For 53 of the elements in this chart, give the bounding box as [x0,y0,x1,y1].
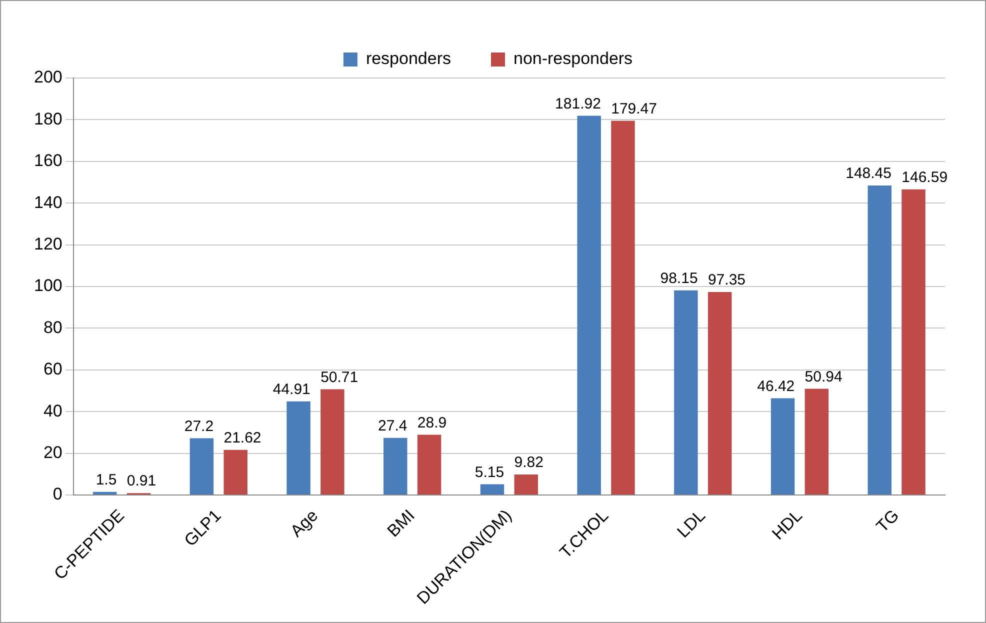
bar [902,189,926,494]
bar [804,388,829,494]
data-label: 0.91 [126,472,156,490]
legend-label: responders [366,49,451,68]
legend-label: non-responders [513,49,633,68]
bar [417,434,442,494]
bar [514,474,538,494]
data-label: 1.5 [96,472,117,489]
data-label: 9.82 [514,454,544,472]
bar [708,292,732,494]
data-label: 50.94 [804,368,842,386]
x-tick-label: TG [872,506,903,536]
data-label: 27.4 [378,418,408,435]
y-tick-label: 180 [34,109,62,128]
x-tick-label: Age [286,506,322,541]
data-label: 148.45 [846,165,892,182]
data-label: 97.35 [708,272,746,289]
data-label: 21.62 [224,430,262,447]
bar [577,116,601,494]
y-tick-label: 200 [34,68,62,87]
y-tick-label: 60 [43,360,62,379]
bar [674,290,698,494]
y-tick-label: 40 [43,401,62,420]
bar [320,389,344,494]
x-tick-label: LDL [674,506,710,542]
data-label: 146.59 [902,169,948,186]
data-label: 27.2 [184,418,214,435]
data-label: 179.47 [611,100,658,118]
y-tick-label: 120 [34,234,62,254]
y-tick-label: 100 [34,276,62,296]
data-label: 46.42 [757,378,795,395]
bar [224,450,248,494]
bar [92,492,117,494]
y-tick-label: 140 [34,192,62,212]
bar [611,120,635,494]
bar [190,438,214,494]
bar [480,484,504,494]
bar [868,185,892,494]
y-tick-label: 0 [52,484,62,504]
data-label: 44.91 [272,380,310,398]
data-label: 181.92 [555,95,601,112]
data-label: 5.15 [474,464,504,481]
bar [384,438,408,494]
data-label: 98.15 [660,270,698,287]
bar [286,401,310,494]
data-label: 50.71 [320,368,358,386]
x-tick-label: BMI [384,506,418,541]
y-tick-label: 80 [43,318,62,337]
y-tick-label: 160 [34,151,62,170]
x-tick-label: HDL [768,506,806,544]
data-label: 28.9 [417,414,447,432]
y-tick-label: 20 [43,442,62,462]
bar [770,398,795,494]
